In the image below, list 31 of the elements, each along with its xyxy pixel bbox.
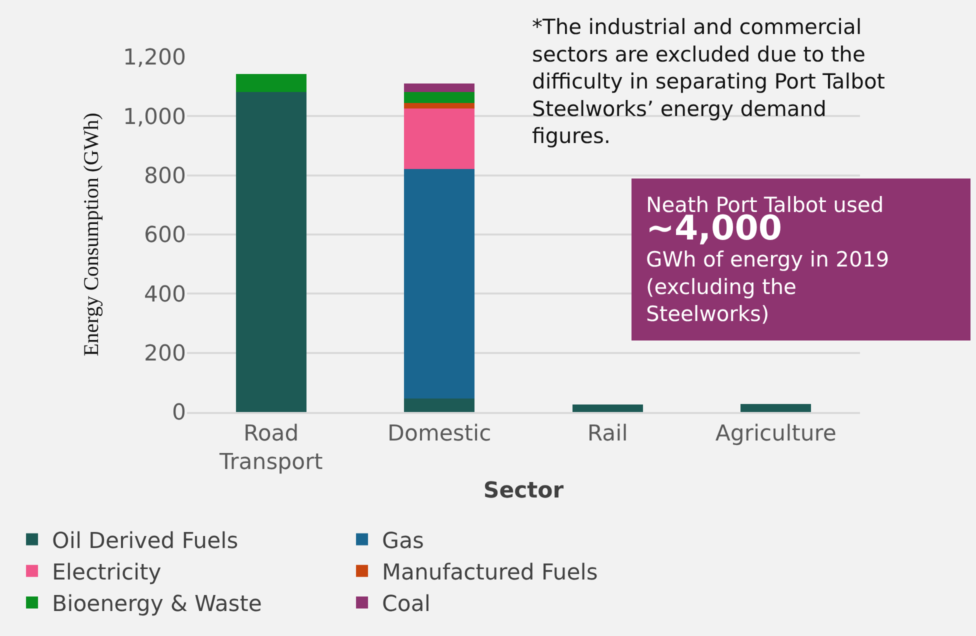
y-tick-label: 1,200 (123, 46, 186, 71)
legend-label: Gas (382, 528, 424, 554)
x-tick-label: Domestic (388, 421, 492, 446)
bar (236, 92, 306, 412)
bar (404, 398, 475, 412)
y-axis-title: Energy Consumption (GWh) (79, 112, 104, 356)
y-tick-label: 200 (144, 342, 186, 367)
x-axis-title: Sector (483, 478, 564, 504)
x-tick-label: Rail (587, 421, 628, 446)
bar (404, 168, 475, 399)
x-tick-label: Agriculture (715, 421, 836, 446)
bar (236, 74, 306, 92)
bar (740, 404, 812, 412)
y-tick-label: 400 (144, 282, 186, 308)
y-tick-label: 1,000 (123, 104, 186, 130)
legend-label: Manufactured Fuels (382, 560, 598, 586)
bar (404, 108, 475, 169)
legend-label: Oil Derived Fuels (52, 528, 238, 554)
y-tick-label: 600 (144, 223, 186, 248)
y-tick-label: 0 (172, 400, 186, 426)
legend-label: Coal (382, 592, 430, 618)
bar (572, 404, 643, 412)
annotation: *The industrial and commercial sectors are excluded due to the difficulty in separating Port Talbot Steelworks’ energy demand figures. (532, 15, 886, 148)
annotation: Neath Port Talbot used ~4,000 GWh of energy in 2019 (excluding the Steelworks) (646, 193, 890, 326)
x-tick-label: Road Transport (218, 421, 324, 475)
bar (404, 83, 475, 92)
legend-label: Electricity (52, 560, 162, 586)
legend-label: Bioenergy & Waste (52, 592, 262, 618)
y-tick-label: 800 (144, 164, 186, 190)
bar (404, 92, 475, 104)
bar (404, 103, 475, 108)
